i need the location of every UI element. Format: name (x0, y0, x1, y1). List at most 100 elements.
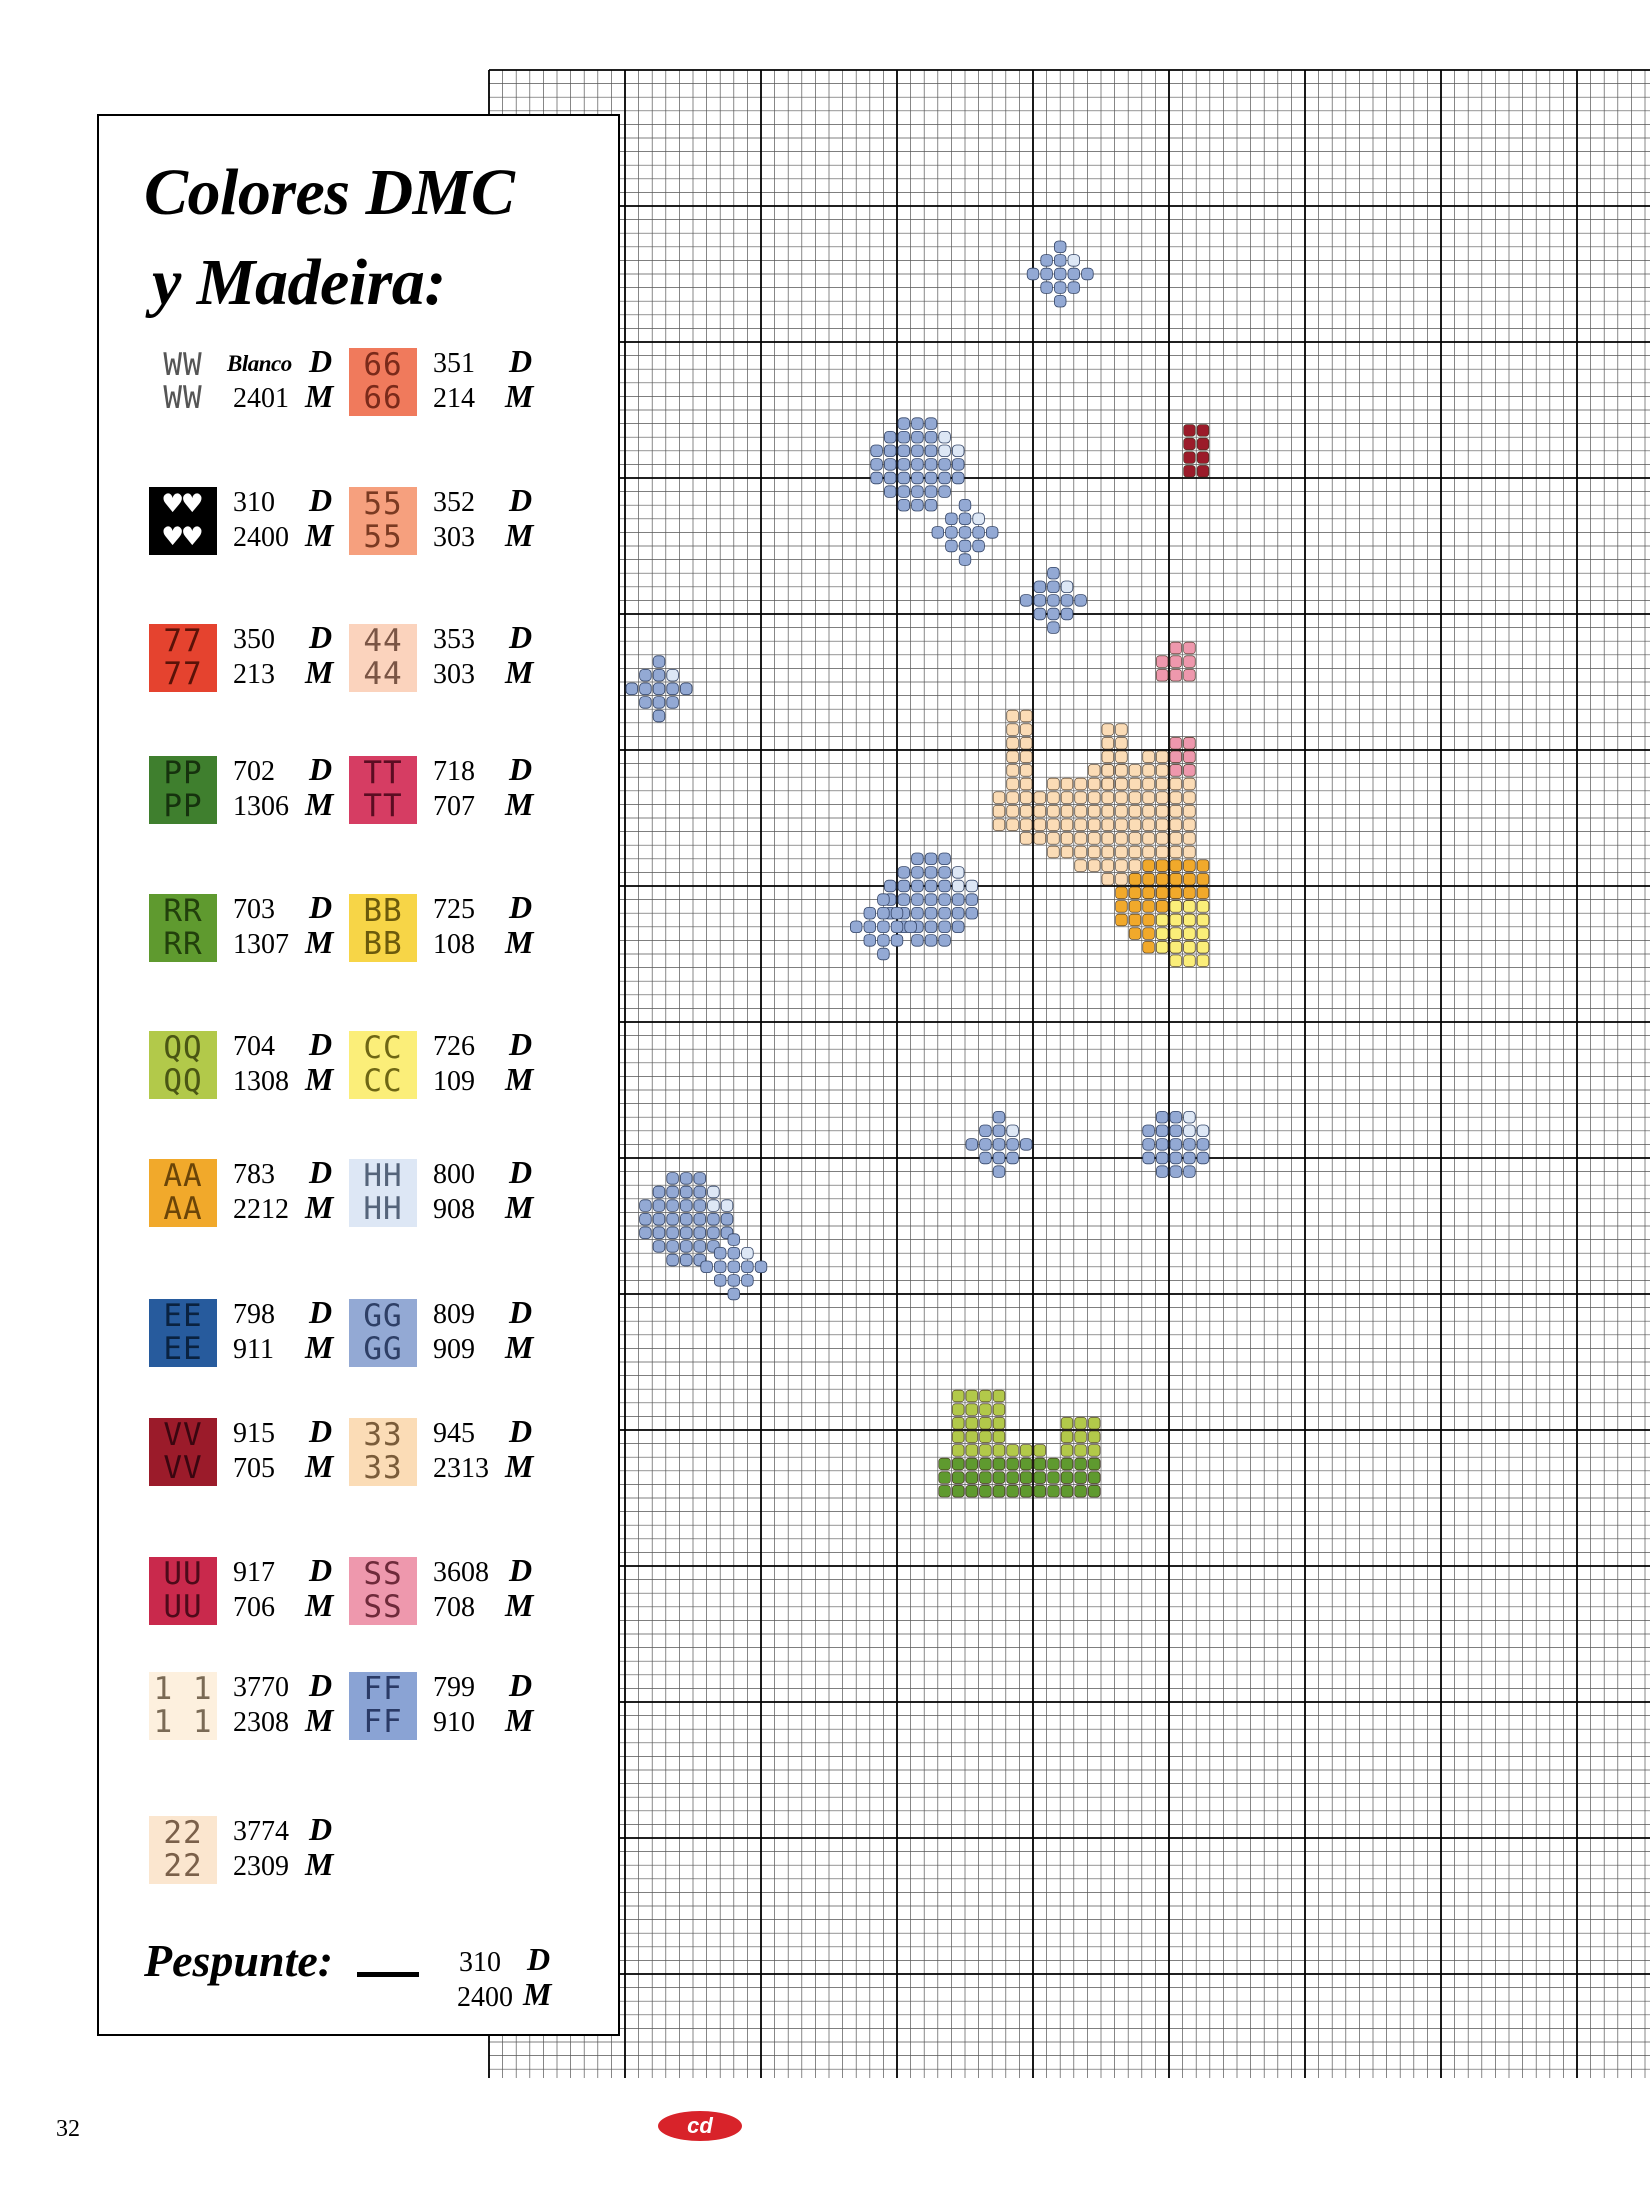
bubble (870, 417, 965, 512)
dmc-brand-letter: D (509, 343, 533, 379)
color-swatch: WW WW (149, 348, 217, 416)
dmc-number: 809 (433, 1299, 475, 1330)
madeira-brand-letter: M (505, 1061, 534, 1097)
madeira-brand-letter: M (505, 1702, 534, 1738)
dmc-number: 350 (233, 624, 275, 655)
dmc-brand-letter: D (309, 1413, 333, 1449)
madeira-brand-letter: M (305, 517, 334, 553)
dmc-number: 718 (433, 756, 475, 787)
red-flower (1183, 424, 1210, 478)
dmc-number: 800 (433, 1159, 475, 1190)
dmc-number: 799 (433, 1672, 475, 1703)
legend-title-line1: Colores DMC (144, 156, 515, 229)
pespunte-line-sample (357, 1972, 419, 1977)
dmc-brand-letter: D (309, 343, 333, 379)
color-swatch: ♥♥ ♥♥ (149, 487, 217, 555)
dmc-brand-letter: D (509, 889, 533, 925)
pespunte-madeira-brand: M (523, 1976, 552, 2012)
madeira-number: 1307 (233, 929, 289, 960)
bubble (639, 1172, 734, 1267)
dmc-brand-letter: D (309, 482, 333, 518)
pink-flower (1169, 737, 1196, 777)
madeira-number: 214 (433, 383, 475, 414)
madeira-number: 708 (433, 1592, 475, 1623)
color-swatch: RR RR (149, 894, 217, 962)
madeira-number: 705 (233, 1453, 275, 1484)
color-swatch: 44 44 (349, 624, 417, 692)
madeira-number: 109 (433, 1066, 475, 1097)
bubble (1020, 567, 1087, 634)
madeira-brand-letter: M (505, 924, 534, 960)
dmc-number: 3774 (233, 1816, 289, 1847)
bubble (1026, 240, 1094, 308)
dmc-number: 703 (233, 894, 275, 925)
pespunte-madeira-number: 2400 (457, 1982, 513, 2013)
dmc-brand-letter: D (309, 1294, 333, 1330)
publisher-logo: cd (658, 2111, 742, 2141)
madeira-brand-letter: M (505, 786, 534, 822)
madeira-number: 108 (433, 929, 475, 960)
color-swatch: QQ QQ (149, 1031, 217, 1099)
madeira-brand-letter: M (305, 1061, 334, 1097)
madeira-brand-letter: M (505, 1189, 534, 1225)
dmc-number: 725 (433, 894, 475, 925)
color-swatch: PP PP (149, 756, 217, 824)
pespunte-dmc-number: 310 (459, 1947, 501, 1978)
madeira-brand-letter: M (305, 1846, 334, 1882)
madeira-brand-letter: M (305, 378, 334, 414)
dmc-brand-letter: D (509, 619, 533, 655)
dmc-number: 3608 (433, 1557, 489, 1588)
dmc-number: 917 (233, 1557, 275, 1588)
madeira-number: 908 (433, 1194, 475, 1225)
legend-title-line2: y Madeira: (152, 246, 446, 319)
madeira-brand-letter: M (305, 924, 334, 960)
dmc-number: 726 (433, 1031, 475, 1062)
dmc-brand-letter: D (309, 1154, 333, 1190)
legend-title: Colores DMC y Madeira: (144, 148, 515, 328)
color-swatch: SS SS (349, 1557, 417, 1625)
dmc-brand-letter: D (309, 1667, 333, 1703)
madeira-number: 2309 (233, 1851, 289, 1882)
page-number: 32 (56, 2116, 80, 2142)
color-swatch: EE EE (149, 1299, 217, 1367)
dmc-brand-letter: D (509, 1154, 533, 1190)
color-swatch: BB BB (349, 894, 417, 962)
dmc-brand-letter: D (309, 889, 333, 925)
madeira-number: 303 (433, 659, 475, 690)
color-swatch: VV VV (149, 1418, 217, 1486)
color-swatch: TT TT (349, 756, 417, 824)
madeira-number: 1306 (233, 791, 289, 822)
madeira-number: 2400 (233, 522, 289, 553)
dmc-number: 353 (433, 624, 475, 655)
dmc-number: 702 (233, 756, 275, 787)
bubble (625, 655, 693, 723)
bubble (700, 1233, 768, 1301)
snail-shell-highlight (1156, 900, 1210, 967)
color-swatch: FF FF (349, 1672, 417, 1740)
dmc-brand-letter: D (309, 1811, 333, 1847)
madeira-brand-letter: M (305, 1329, 334, 1365)
dmc-number: 351 (433, 348, 475, 379)
madeira-brand-letter: M (505, 1587, 534, 1623)
madeira-number: 706 (233, 1592, 275, 1623)
madeira-number: 303 (433, 522, 475, 553)
color-swatch: 33 33 (349, 1418, 417, 1486)
color-swatch: 55 55 (349, 487, 417, 555)
color-swatch: 1 1 1 1 (149, 1672, 217, 1740)
dmc-number: 945 (433, 1418, 475, 1449)
color-legend-panel: Colores DMC y Madeira: WW WW Blanco 2401 D M… (97, 114, 620, 2036)
madeira-brand-letter: M (505, 378, 534, 414)
madeira-number: 213 (233, 659, 275, 690)
color-swatch: 22 22 (149, 1816, 217, 1884)
color-swatch: HH HH (349, 1159, 417, 1227)
dmc-brand-letter: D (509, 1026, 533, 1062)
pink-flower (1156, 641, 1196, 682)
madeira-brand-letter: M (305, 1189, 334, 1225)
dmc-brand-letter: D (309, 619, 333, 655)
dmc-number: 3770 (233, 1672, 289, 1703)
dmc-brand-letter: D (509, 751, 533, 787)
dmc-brand-letter: D (509, 1667, 533, 1703)
dmc-number: 310 (233, 487, 275, 518)
plant-base (938, 1457, 1101, 1498)
dmc-number: 352 (433, 487, 475, 518)
